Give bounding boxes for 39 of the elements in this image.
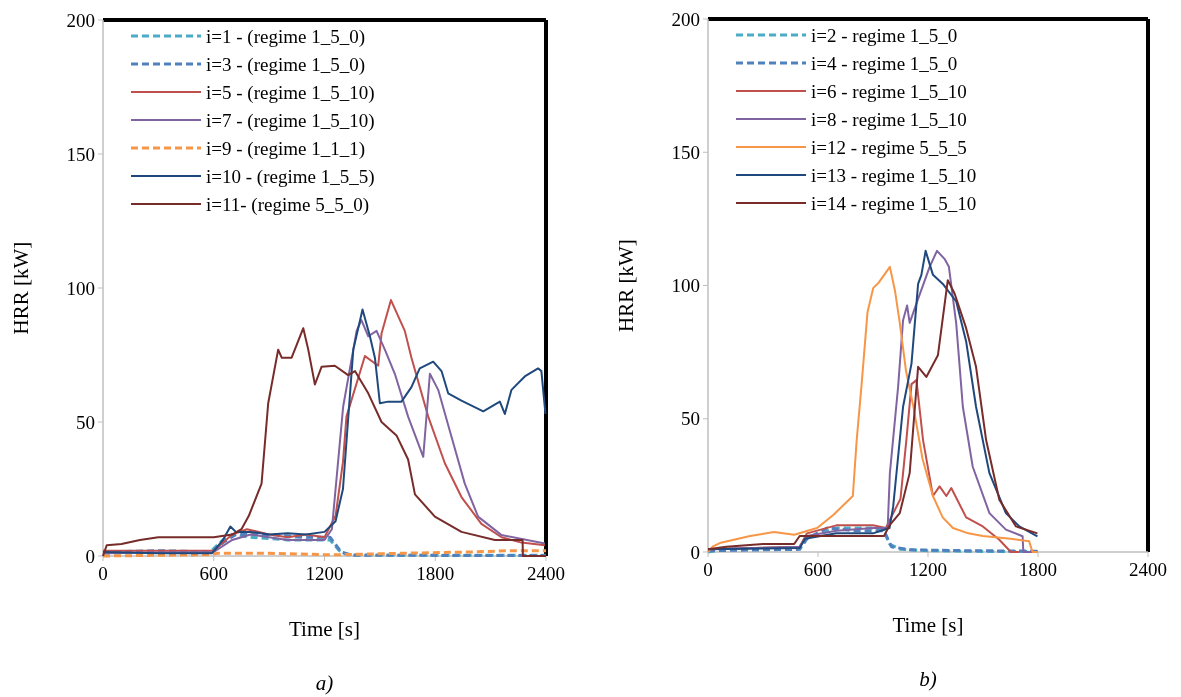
legend-label: i=8 - regime 1_5_10 bbox=[811, 108, 967, 130]
legend-label: i=1 - (regime 1_5_0) bbox=[206, 25, 365, 48]
legend-label: i=12 - regime 5_5_5 bbox=[811, 136, 967, 158]
x-tick-label: 1200 bbox=[305, 563, 344, 584]
legend-label: i=6 - regime 1_5_10 bbox=[811, 80, 967, 102]
y-axis-title: HRR [kW] bbox=[614, 239, 638, 332]
y-tick-label: 200 bbox=[66, 9, 95, 31]
x-tick-label: 2400 bbox=[1129, 559, 1167, 580]
legend-label: i=11- (regime 5_5_0) bbox=[206, 193, 370, 216]
x-tick-label: 0 bbox=[703, 559, 713, 580]
x-axis-title: Time [s] bbox=[892, 613, 964, 637]
legend-label: i=10 - (regime 1_5_5) bbox=[206, 165, 375, 188]
legend-label: i=4 - regime 1_5_0 bbox=[811, 52, 958, 74]
x-tick-label: 600 bbox=[803, 559, 833, 580]
legend-label: i=14 - regime 1_5_10 bbox=[811, 192, 977, 214]
x-tick-label: 1800 bbox=[1019, 559, 1057, 580]
y-axis-title: HRR [kW] bbox=[9, 241, 33, 335]
y-tick-label: 50 bbox=[76, 411, 95, 433]
y-tick-label: 100 bbox=[671, 275, 700, 297]
y-tick-label: 50 bbox=[681, 408, 700, 430]
x-tick-label: 600 bbox=[199, 563, 228, 584]
text: a) bbox=[315, 671, 334, 695]
legend-label: i=3 - (regime 1_5_0) bbox=[206, 53, 365, 76]
x-tick-label: 2400 bbox=[527, 563, 565, 584]
legend-label: i=7 - (regime 1_5_10) bbox=[206, 109, 375, 132]
y-tick-label: 150 bbox=[671, 141, 700, 163]
x-tick-label: 1200 bbox=[909, 559, 947, 580]
x-tick-label: 0 bbox=[98, 563, 108, 584]
y-tick-label: 100 bbox=[66, 277, 95, 299]
x-tick-label: 1800 bbox=[416, 563, 455, 584]
legend-label: i=2 - regime 1_5_0 bbox=[811, 24, 958, 46]
y-tick-label: 200 bbox=[671, 8, 700, 30]
text: b) bbox=[919, 667, 937, 691]
y-tick-label: 150 bbox=[66, 143, 95, 165]
y-tick-label: 0 bbox=[690, 541, 700, 563]
x-axis-title: Time [s] bbox=[289, 617, 360, 641]
legend-label: i=9 - (regime 1_1_1) bbox=[206, 137, 365, 160]
legend-label: i=13 - regime 1_5_10 bbox=[811, 164, 977, 186]
legend-label: i=5 - (regime 1_5_10) bbox=[206, 81, 375, 104]
